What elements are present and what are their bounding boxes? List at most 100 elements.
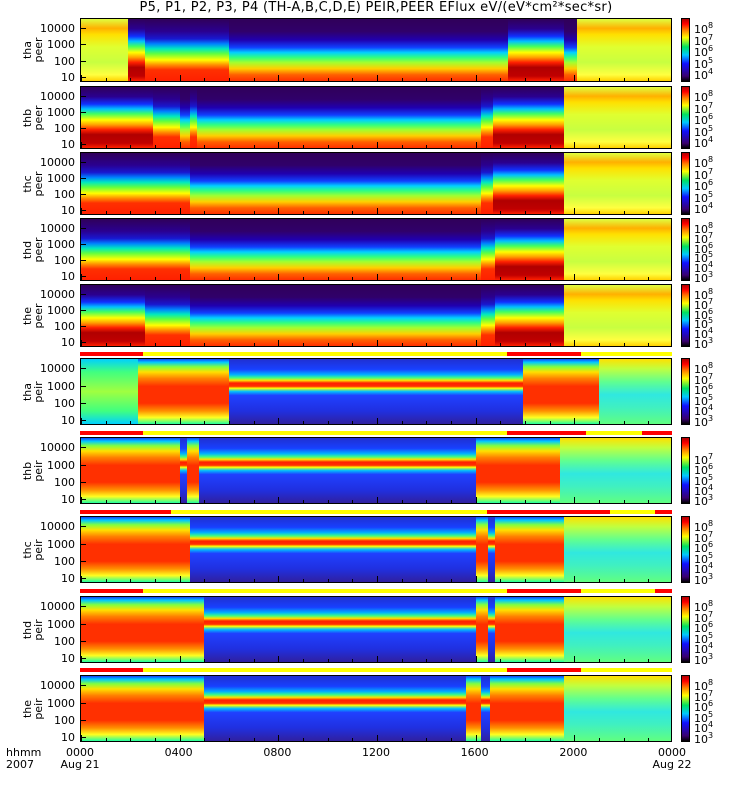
x-tick-mark (525, 145, 526, 148)
spectrogram-segment (192, 597, 205, 662)
y-tick-mark (80, 385, 86, 387)
x-tick-mark (179, 656, 181, 662)
spectrogram-segment (196, 87, 205, 148)
x-tick-mark (648, 579, 650, 582)
x-tick-mark (500, 343, 502, 346)
x-tick-mark (475, 142, 477, 148)
y-tick-label: 10000 (40, 89, 75, 103)
x-tick-mark (204, 211, 206, 214)
x-tick-mark (401, 343, 403, 346)
x-tick-mark (525, 343, 526, 346)
colorbar-label: 106 (694, 306, 714, 322)
x-tick-mark (278, 656, 280, 662)
y-tick-mark (80, 276, 86, 278)
panel-thc-peir (80, 516, 672, 583)
x-tick-mark (623, 500, 625, 503)
spectrogram-segment (189, 219, 205, 280)
y-tick-label: 100 (54, 554, 75, 568)
spectrogram-segment (559, 438, 671, 503)
x-tick-mark (130, 659, 132, 662)
spectrogram-segment (204, 87, 482, 148)
y-tick-mark (80, 177, 86, 179)
x-tick-mark (475, 656, 477, 662)
y-tick-mark (80, 44, 86, 46)
x-tick-mark (599, 579, 600, 582)
colorbar-label: 105 (694, 472, 714, 488)
spectrogram-segment (81, 87, 154, 148)
spectrogram-segment (564, 285, 671, 346)
y-tick-label: 100 (54, 634, 75, 648)
x-tick-mark (303, 343, 304, 346)
x-tick-mark (475, 274, 477, 280)
x-axis-label: hhmm 2007 (6, 747, 41, 771)
x-tick-mark (229, 78, 230, 81)
x-tick-mark (155, 277, 156, 280)
mode-flag-segment (80, 510, 172, 514)
colorbar (681, 284, 690, 347)
x-tick-mark (451, 343, 452, 346)
instrument-name: peir (32, 618, 45, 641)
y-tick-label: 1000 (47, 617, 75, 631)
y-tick-mark (80, 560, 86, 562)
x-tick-label: 0000 Aug 21 (61, 747, 100, 771)
y-tick-label: 100 (54, 254, 75, 268)
x-tick-mark (278, 75, 280, 81)
colorbar-label: 104 (694, 403, 714, 419)
colorbar-label: 103 (694, 493, 714, 508)
x-tick-mark (253, 145, 255, 148)
panel-label: thb peir (21, 441, 45, 501)
x-tick-mark (648, 659, 650, 662)
y-tick-mark (80, 60, 86, 62)
y-tick-label: 10 (61, 270, 75, 284)
y-tick-mark (80, 111, 86, 113)
colorbar-label: 103 (694, 336, 714, 351)
instrument-name: peer (32, 170, 45, 197)
mode-flag-bar (80, 668, 672, 672)
panel-the-peir (80, 675, 672, 742)
x-tick-mark (253, 738, 255, 741)
colorbar-label: 103 (694, 270, 714, 285)
spectrogram-segment (564, 597, 671, 662)
x-tick-mark (451, 277, 452, 280)
spectrogram-segment (145, 285, 191, 346)
spectrogram-segment (199, 438, 477, 503)
x-tick-mark (525, 211, 526, 214)
x-tick-mark (525, 738, 526, 741)
colorbar-label: 108 (694, 89, 714, 104)
spectrogram-segment (229, 19, 509, 81)
panel-thc-peer (80, 152, 672, 215)
spectrogram-segment (564, 153, 671, 214)
x-tick-mark (303, 211, 304, 214)
x-tick-mark (155, 500, 156, 503)
x-tick-mark (155, 579, 156, 582)
y-tick-mark (80, 227, 86, 229)
x-tick-mark (599, 500, 600, 503)
spectrogram-segment (465, 676, 482, 741)
x-tick-mark (352, 211, 354, 214)
y-tick-label: 1000 (47, 237, 75, 251)
x-tick-mark (401, 579, 403, 582)
x-tick-mark (401, 145, 403, 148)
panel-thd-peir (80, 596, 672, 663)
x-tick-mark (574, 142, 576, 148)
instrument-name: peir (32, 459, 45, 482)
x-tick-mark (525, 78, 526, 81)
x-tick-mark (253, 211, 255, 214)
y-tick-label: 100 (54, 713, 75, 727)
x-tick-mark (426, 421, 428, 424)
y-tick-label: 1000 (47, 38, 75, 52)
spectrogram-segment (495, 597, 565, 662)
x-axis-label-line1: hhmm (6, 746, 42, 759)
x-tick-mark (352, 343, 354, 346)
y-tick-mark (80, 77, 86, 79)
x-tick-mark (278, 274, 280, 280)
spectrogram-segment (492, 153, 565, 214)
y-tick-mark (80, 737, 86, 739)
colorbar-label: 107 (694, 688, 714, 704)
spectrogram-segment (480, 285, 496, 346)
spectrogram-segment (189, 285, 205, 346)
x-tick-mark (451, 145, 452, 148)
x-tick-mark (352, 579, 354, 582)
x-tick-mark (253, 277, 255, 280)
x-tick-mark (327, 78, 329, 81)
